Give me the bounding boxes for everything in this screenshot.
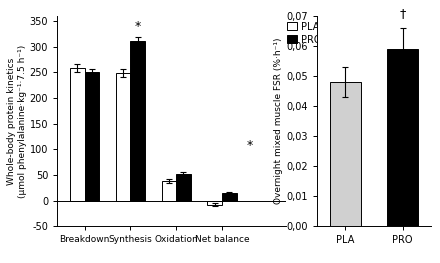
Bar — [84, 72, 99, 200]
Bar — [207, 200, 222, 205]
Bar — [330, 82, 361, 226]
Bar — [222, 193, 237, 200]
Y-axis label: Whole-body protein kinetics
(μmol phenylalanine·kg⁻¹·7.5 h⁻¹): Whole-body protein kinetics (μmol phenyl… — [7, 44, 27, 198]
Text: *: * — [135, 20, 141, 33]
Text: †: † — [400, 7, 406, 20]
Bar — [176, 174, 191, 200]
Bar — [70, 68, 84, 200]
Text: *: * — [246, 139, 253, 152]
Bar — [387, 49, 418, 226]
Legend: PLA, PRO: PLA, PRO — [286, 21, 323, 45]
Bar — [130, 41, 145, 200]
Bar — [161, 181, 176, 200]
Bar — [116, 73, 130, 200]
Y-axis label: Overnight mixed muscle FSR (%·h⁻¹): Overnight mixed muscle FSR (%·h⁻¹) — [275, 38, 283, 204]
